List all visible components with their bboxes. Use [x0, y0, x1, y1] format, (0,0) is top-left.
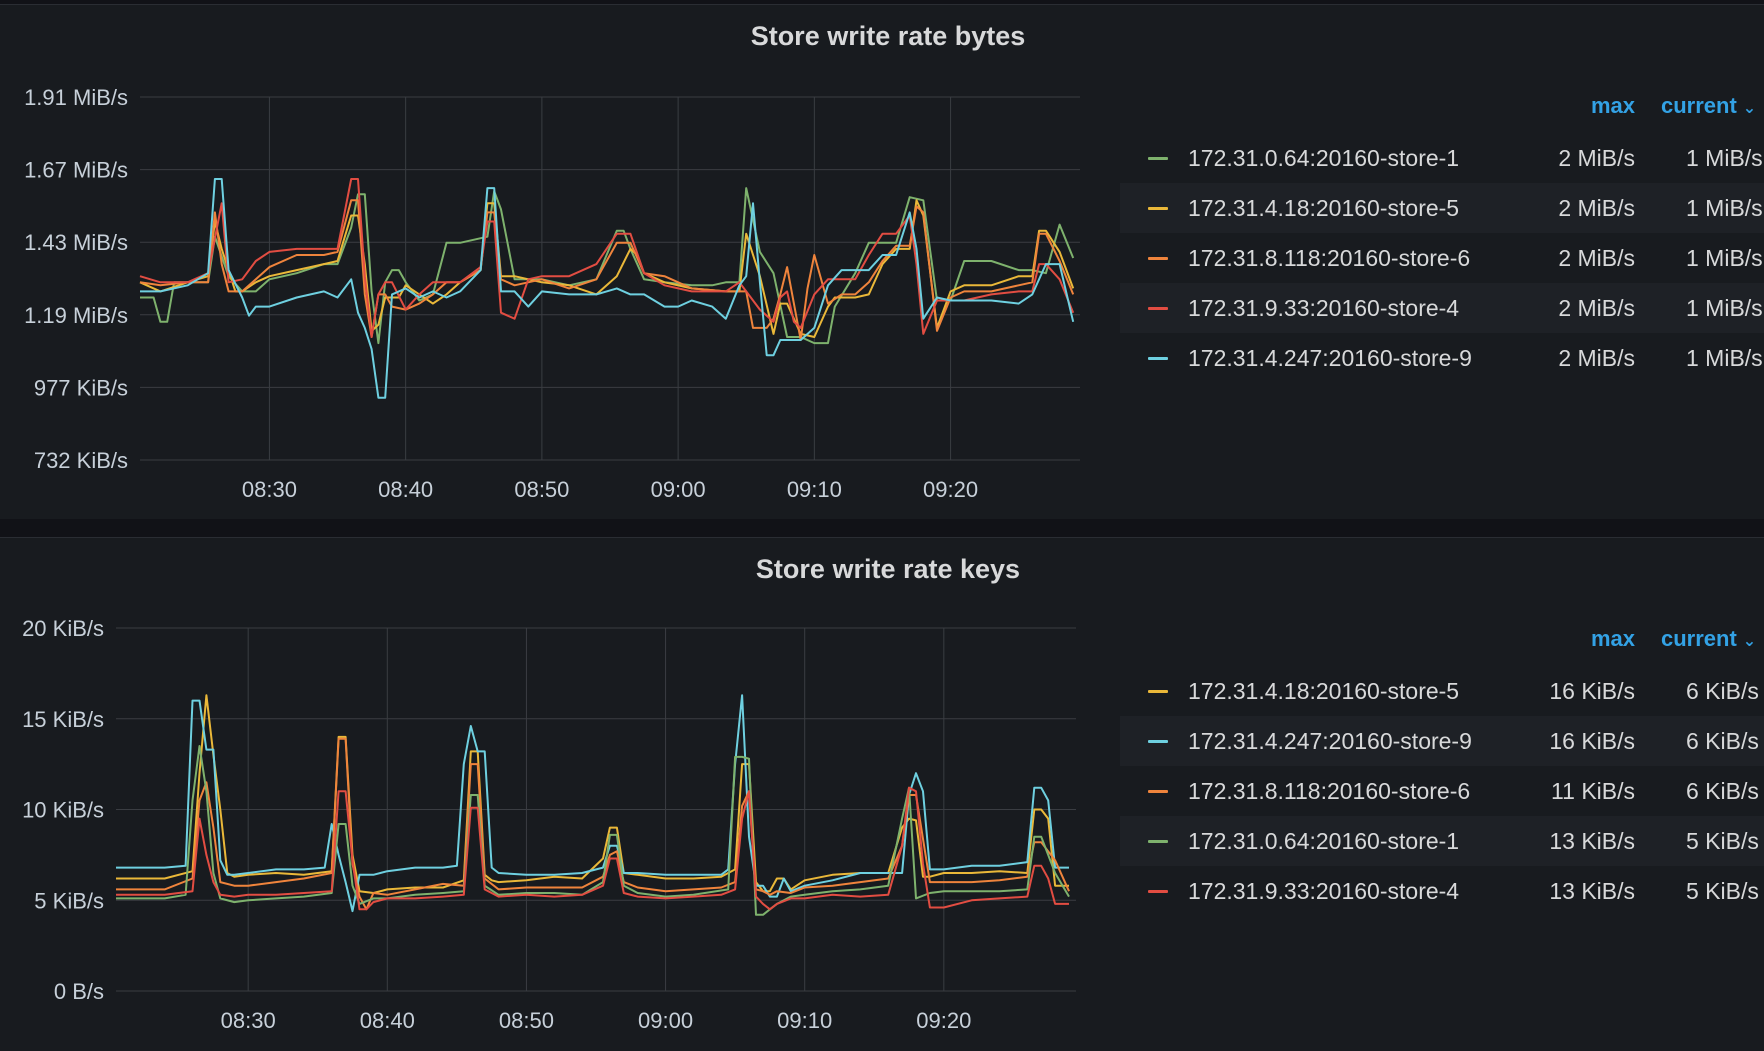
legend-item[interactable]: 172.31.8.118:20160-store-6 11 KiB/s 6 KiB/… [1120, 766, 1764, 816]
legend-item[interactable]: 172.31.4.18:20160-store-5 2 MiB/s 1 MiB/s [1120, 183, 1764, 233]
chart-keys: 0 B/s 5 KiB/s 10 KiB/s 15 KiB/s 20 KiB/s 08:3… [22, 616, 1076, 1033]
legend-series-name: 172.31.0.64:20160-store-1 [1188, 828, 1460, 854]
legend-sort-max[interactable]: max [1590, 93, 1635, 118]
legend-current-value: 1 MiB/s [1686, 245, 1763, 271]
legend-series-name: 172.31.4.18:20160-store-5 [1188, 678, 1460, 704]
series-line-4 [139, 178, 1075, 338]
panel-title: Store write rate keys [755, 554, 1021, 584]
series-line-1 [116, 694, 1069, 894]
legend-series-name: 172.31.9.33:20160-store-4 [1188, 878, 1460, 904]
legend-max-value: 2 MiB/s [1558, 195, 1635, 221]
legend-series-name: 172.31.8.118:20160-store-6 [1188, 778, 1471, 804]
legend-bytes: max current ⌄ 172.31.0.64:20160-store-1 2 Mi… [1120, 93, 1764, 383]
y-tick-label: 1.43 MiB/s [24, 230, 128, 255]
series-line-5 [140, 178, 1075, 399]
y-tick-label: 1.91 MiB/s [24, 85, 128, 110]
x-tick-label: 08:40 [378, 477, 433, 502]
legend-sort-current-label: current [1661, 626, 1737, 651]
legend-swatch [1148, 690, 1168, 693]
chevron-down-icon: ⌄ [1742, 100, 1757, 117]
legend-swatch [1148, 257, 1168, 260]
legend-current-value: 1 MiB/s [1686, 345, 1763, 371]
legend-current-value: 5 KiB/s [1686, 828, 1759, 854]
legend-current-value: 1 MiB/s [1686, 195, 1763, 221]
legend-max-value: 2 MiB/s [1558, 145, 1635, 171]
x-tick-label: 08:30 [242, 477, 297, 502]
legend-series-name: 172.31.4.18:20160-store-5 [1188, 195, 1460, 221]
legend-series-name: 172.31.4.247:20160-store-9 [1188, 345, 1472, 371]
x-tick-label: 08:30 [221, 1008, 276, 1033]
legend-series-name: 172.31.8.118:20160-store-6 [1188, 245, 1471, 271]
panel-title: Store write rate bytes [750, 21, 1026, 51]
legend-header: max current ⌄ [1120, 93, 1764, 133]
y-tick-label: 1.19 MiB/s [24, 303, 128, 328]
series-line-1 [140, 187, 1075, 345]
x-tick-label: 08:40 [360, 1008, 415, 1033]
x-tick-label: 09:20 [923, 477, 978, 502]
y-tick-label: 0 B/s [54, 979, 104, 1004]
legend-item[interactable]: 172.31.4.18:20160-store-5 16 KiB/s 6 KiB/s [1120, 666, 1764, 716]
legend-max-value: 16 KiB/s [1549, 728, 1635, 754]
y-tick-label: 5 KiB/s [34, 888, 104, 913]
legend-item[interactable]: 172.31.9.33:20160-store-4 2 MiB/s 1 MiB/s [1120, 283, 1764, 333]
legend-sort-max[interactable]: max [1590, 626, 1635, 651]
legend-swatch [1148, 157, 1168, 160]
x-tick-label: 09:00 [651, 477, 706, 502]
legend-swatch [1148, 840, 1168, 843]
x-tick-label: 09:10 [777, 1008, 832, 1033]
x-tick-label: 09:20 [916, 1008, 971, 1033]
x-tick-label: 09:00 [638, 1008, 693, 1033]
legend-current-value: 6 KiB/s [1686, 678, 1759, 704]
legend-current-value: 5 KiB/s [1686, 878, 1759, 904]
x-tick-label: 08:50 [499, 1008, 554, 1033]
series-line-3 [139, 199, 1075, 341]
chart-bytes: 732 KiB/s 977 KiB/s 1.19 MiB/s 1.43 MiB/s 1.… [24, 85, 1080, 502]
legend-item[interactable]: 172.31.8.118:20160-store-6 2 MiB/s 1 MiB/s [1120, 233, 1764, 283]
legend-current-value: 6 KiB/s [1686, 728, 1759, 754]
y-tick-label: 1.67 MiB/s [24, 158, 128, 183]
legend-max-value: 13 KiB/s [1549, 828, 1635, 854]
legend-current-value: 6 KiB/s [1686, 778, 1759, 804]
legend-series-name: 172.31.0.64:20160-store-1 [1188, 145, 1460, 171]
bytes-panel: Store write rate bytes 732 KiB/s 977 KiB/… [0, 4, 1764, 519]
legend-max-value: 2 MiB/s [1558, 345, 1635, 371]
legend-item[interactable]: 172.31.9.33:20160-store-4 13 KiB/s 5 KiB/s [1120, 866, 1764, 916]
legend-header: max current ⌄ [1120, 626, 1764, 666]
legend-max-value: 2 MiB/s [1558, 245, 1635, 271]
legend-swatch [1148, 207, 1168, 210]
legend-item[interactable]: 172.31.0.64:20160-store-1 2 MiB/s 1 MiB/s [1120, 133, 1764, 183]
y-tick-label: 977 KiB/s [34, 375, 128, 400]
legend-item[interactable]: 172.31.0.64:20160-store-1 13 KiB/s 5 KiB/s [1120, 816, 1764, 866]
legend-sort-current[interactable]: current ⌄ [1661, 93, 1756, 119]
legend-series-name: 172.31.4.247:20160-store-9 [1188, 728, 1472, 754]
legend-swatch [1148, 307, 1168, 310]
legend-swatch [1148, 357, 1168, 360]
legend-series-name: 172.31.9.33:20160-store-4 [1188, 295, 1460, 321]
y-tick-label: 20 KiB/s [22, 616, 104, 641]
keys-panel: Store write rate keys 0 B/s 5 KiB/s 10 KiB… [0, 537, 1764, 1051]
y-tick-label: 732 KiB/s [34, 448, 128, 473]
legend-current-value: 1 MiB/s [1686, 295, 1763, 321]
legend-item[interactable]: 172.31.4.247:20160-store-9 16 KiB/s 6 KiB/… [1120, 716, 1764, 766]
legend-max-value: 2 MiB/s [1558, 295, 1635, 321]
legend-max-value: 13 KiB/s [1549, 878, 1635, 904]
legend-max-value: 16 KiB/s [1549, 678, 1635, 704]
series-line-2 [139, 199, 1075, 338]
legend-sort-current[interactable]: current ⌄ [1661, 626, 1756, 652]
legend-swatch [1148, 790, 1168, 793]
series-line-5 [116, 786, 1069, 911]
chevron-down-icon: ⌄ [1742, 633, 1757, 650]
y-tick-label: 15 KiB/s [22, 707, 104, 732]
legend-current-value: 1 MiB/s [1686, 145, 1763, 171]
legend-item[interactable]: 172.31.4.247:20160-store-9 2 MiB/s 1 MiB/s [1120, 333, 1764, 383]
legend-max-value: 11 KiB/s [1551, 778, 1635, 804]
legend-keys: max current ⌄ 172.31.4.18:20160-store-5 16 K… [1120, 626, 1764, 916]
y-tick-label: 10 KiB/s [22, 798, 104, 823]
legend-swatch [1148, 740, 1168, 743]
legend-sort-current-label: current [1661, 93, 1737, 118]
legend-swatch [1148, 890, 1168, 893]
x-tick-label: 08:50 [514, 477, 569, 502]
series-line-2 [116, 694, 1069, 913]
x-tick-label: 09:10 [787, 477, 842, 502]
